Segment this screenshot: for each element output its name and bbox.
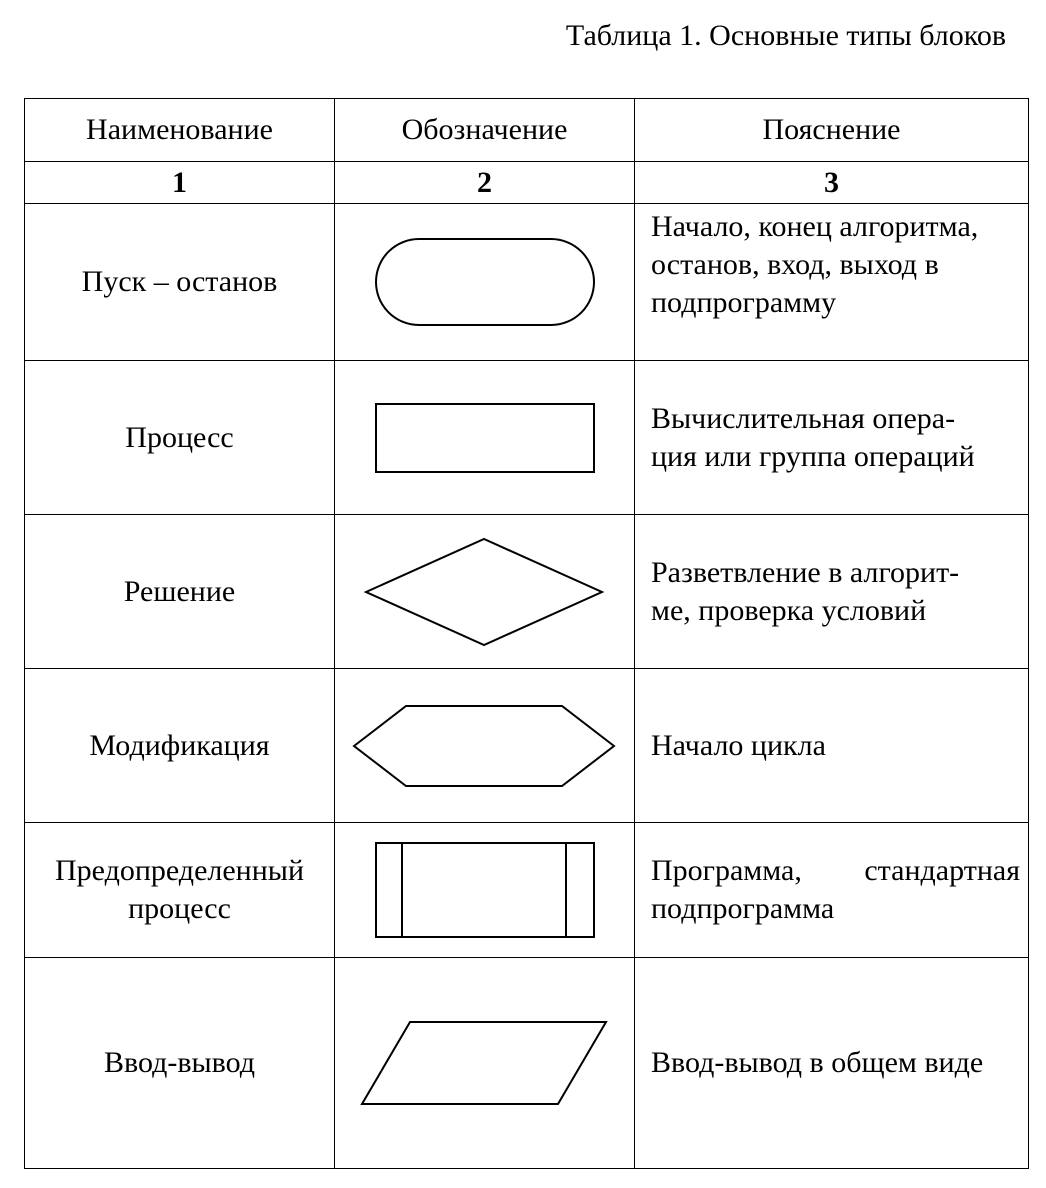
table-row: Модификация Начало цикла bbox=[24, 668, 1029, 823]
row-symbol bbox=[334, 957, 635, 1169]
row-description: Ввод-вывод в общем виде bbox=[634, 957, 1029, 1169]
table-row: Ввод-вывод Ввод-вывод в общем виде bbox=[24, 957, 1029, 1169]
row-name: Решение bbox=[24, 514, 335, 669]
table-caption: Таблица 1. Основные типы блоков bbox=[565, 19, 1006, 52]
io-parallelogram-shape bbox=[359, 1021, 608, 1105]
header-symbol: Обозначение bbox=[334, 98, 635, 162]
row-symbol bbox=[334, 360, 635, 515]
row-description: Разветвление в алгорит- ме, проверка усл… bbox=[634, 514, 1029, 669]
column-number-row: 1 2 3 bbox=[24, 161, 1029, 204]
row-symbol bbox=[334, 514, 635, 669]
modification-hexagon-shape bbox=[351, 704, 616, 787]
row-description: Программа, стандартная подпрограмма bbox=[634, 822, 1029, 958]
row-name: Ввод-вывод bbox=[24, 957, 335, 1169]
table-header-row: Наименование Обозначение Пояснение bbox=[24, 98, 1029, 162]
description-line: Начало, конец алгоритма, bbox=[651, 210, 979, 243]
name-line: Предопределенный bbox=[54, 854, 304, 887]
description-line: Вычислительная опера- bbox=[651, 401, 956, 435]
predefined-process-shape bbox=[374, 842, 595, 938]
column-number-3: 3 bbox=[634, 161, 1029, 204]
row-description: Вычислительная опера- ция или группа опе… bbox=[634, 360, 1029, 515]
header-description: Пояснение bbox=[634, 98, 1029, 162]
description-line: Начало цикла bbox=[651, 728, 826, 762]
table-row: Предопределенный процесс Программа, стан… bbox=[24, 822, 1029, 958]
description-line: останов, вход, выход в bbox=[651, 248, 939, 281]
row-symbol bbox=[334, 668, 635, 823]
terminator-shape bbox=[374, 238, 595, 326]
table-row: Процесс Вычислительная опера- ция или гр… bbox=[24, 360, 1029, 515]
column-number-1: 1 bbox=[24, 161, 335, 204]
row-name: Процесс bbox=[24, 360, 335, 515]
row-symbol bbox=[334, 203, 635, 361]
decision-diamond-shape bbox=[363, 537, 604, 646]
row-name: Модификация bbox=[24, 668, 335, 823]
table-row: Пуск – останов Начало, конец алгоритма, … bbox=[24, 203, 1029, 361]
description-line: подпрограмма bbox=[651, 892, 835, 925]
description-line: Разветвление в алгорит- bbox=[651, 555, 960, 589]
description-line: ме, проверка условий bbox=[651, 593, 927, 627]
row-name: Предопределенный процесс bbox=[24, 822, 335, 958]
description-line: подпрограмму bbox=[651, 286, 837, 319]
name-line: процесс bbox=[128, 892, 231, 925]
description-line: Программа, стандартная bbox=[651, 854, 1020, 887]
column-number-2: 2 bbox=[334, 161, 635, 204]
row-symbol bbox=[334, 822, 635, 958]
row-description: Начало, конец алгоритма, останов, вход, … bbox=[634, 203, 1029, 361]
description-line: ция или группа операций bbox=[651, 439, 975, 473]
block-types-table: Наименование Обозначение Пояснение 1 2 3… bbox=[24, 98, 1029, 1169]
row-name: Пуск – останов bbox=[24, 203, 335, 361]
process-rectangle-shape bbox=[374, 402, 595, 473]
row-description: Начало цикла bbox=[634, 668, 1029, 823]
description-line: Ввод-вывод в общем виде bbox=[651, 1046, 984, 1079]
table-row: Решение Разветвление в алгорит- ме, пров… bbox=[24, 514, 1029, 669]
header-name: Наименование bbox=[24, 98, 335, 162]
